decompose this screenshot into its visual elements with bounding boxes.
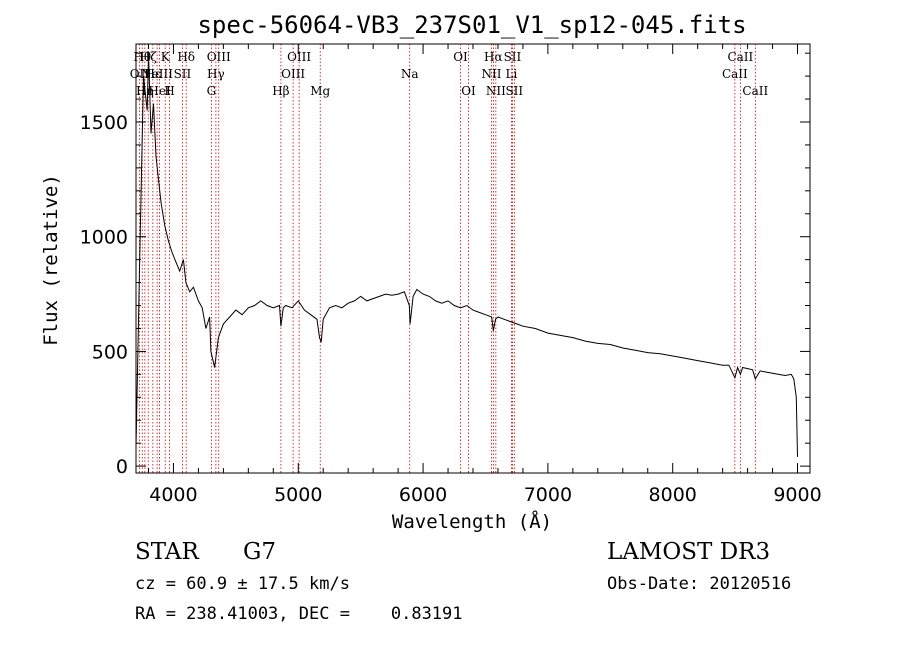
object-subclass: G7 [243, 539, 277, 565]
line-label-20: OI [461, 84, 476, 98]
line-label-9: SII [174, 67, 192, 81]
x-tick-label-1: 5000 [274, 484, 322, 506]
ra-dec-coordinates: RA = 238.41003, DEC = 0.83191 [135, 604, 463, 624]
x-tick-label-5: 9000 [773, 484, 821, 506]
line-label-25: SII [504, 50, 522, 64]
line-label-8: H [164, 84, 174, 98]
plot-frame [135, 43, 811, 474]
spectral-line-markers [138, 44, 756, 473]
y-axis-label: Flux (relative) [40, 174, 62, 346]
observation-date: Obs-Date: 20120516 [607, 574, 792, 594]
line-label-7: K [161, 50, 171, 64]
x-tick-label-3: 7000 [524, 484, 572, 506]
line-label-27: CaII [722, 67, 748, 81]
line-label-17: Mg [310, 84, 330, 98]
redshift-cz: cz = 60.9 ± 17.5 km/s [135, 574, 350, 594]
y-tick-label-3: 1500 [80, 112, 128, 134]
line-label-14: Hβ [272, 84, 289, 98]
line-label-24: Li [506, 67, 518, 81]
x-tick-label-2: 6000 [399, 484, 447, 506]
axis-ticks: 4000 5000 6000 7000 8000 9000 0 500 1000 1500 [80, 44, 822, 506]
line-label-13: OIII [207, 50, 231, 64]
line-label-15: OIII [281, 67, 305, 81]
line-label-11: G [207, 84, 217, 98]
line-label-21: NII [481, 67, 501, 81]
y-tick-label-0: 0 [116, 456, 128, 478]
line-label-10: Hδ [177, 50, 195, 64]
line-label-16: OIII [287, 50, 311, 64]
chart-title: spec-56064-VB3_237S01_V1_sp12-045.fits [197, 11, 746, 39]
y-tick-label-2: 1000 [80, 227, 128, 249]
line-label-29: CaII [742, 84, 768, 98]
x-axis-label: Wavelength (Å) [392, 510, 552, 533]
line-label-5: NeIII [141, 67, 173, 81]
line-label-22: Hα [484, 50, 503, 64]
x-tick-label-0: 4000 [149, 484, 197, 506]
object-class: STAR [135, 539, 199, 565]
line-label-23: NII [486, 84, 506, 98]
line-label-12: Hγ [207, 67, 225, 81]
y-tick-label-1: 500 [92, 341, 128, 363]
line-label-28: CaII [727, 50, 753, 64]
spectral-line-labels: OIIHθHηHζHεNeIIIHeIKHSIIHδGHγOIIIHβOIIIO… [130, 50, 769, 98]
line-label-26: SII [505, 84, 523, 98]
survey-name: LAMOST DR3 [607, 539, 771, 565]
x-tick-label-4: 8000 [649, 484, 697, 506]
line-label-19: OI [453, 50, 468, 64]
line-label-6: HeI [148, 84, 171, 98]
spectrum-series-line [135, 53, 798, 457]
line-label-18: Na [401, 67, 419, 81]
line-label-0: OII [130, 67, 150, 81]
